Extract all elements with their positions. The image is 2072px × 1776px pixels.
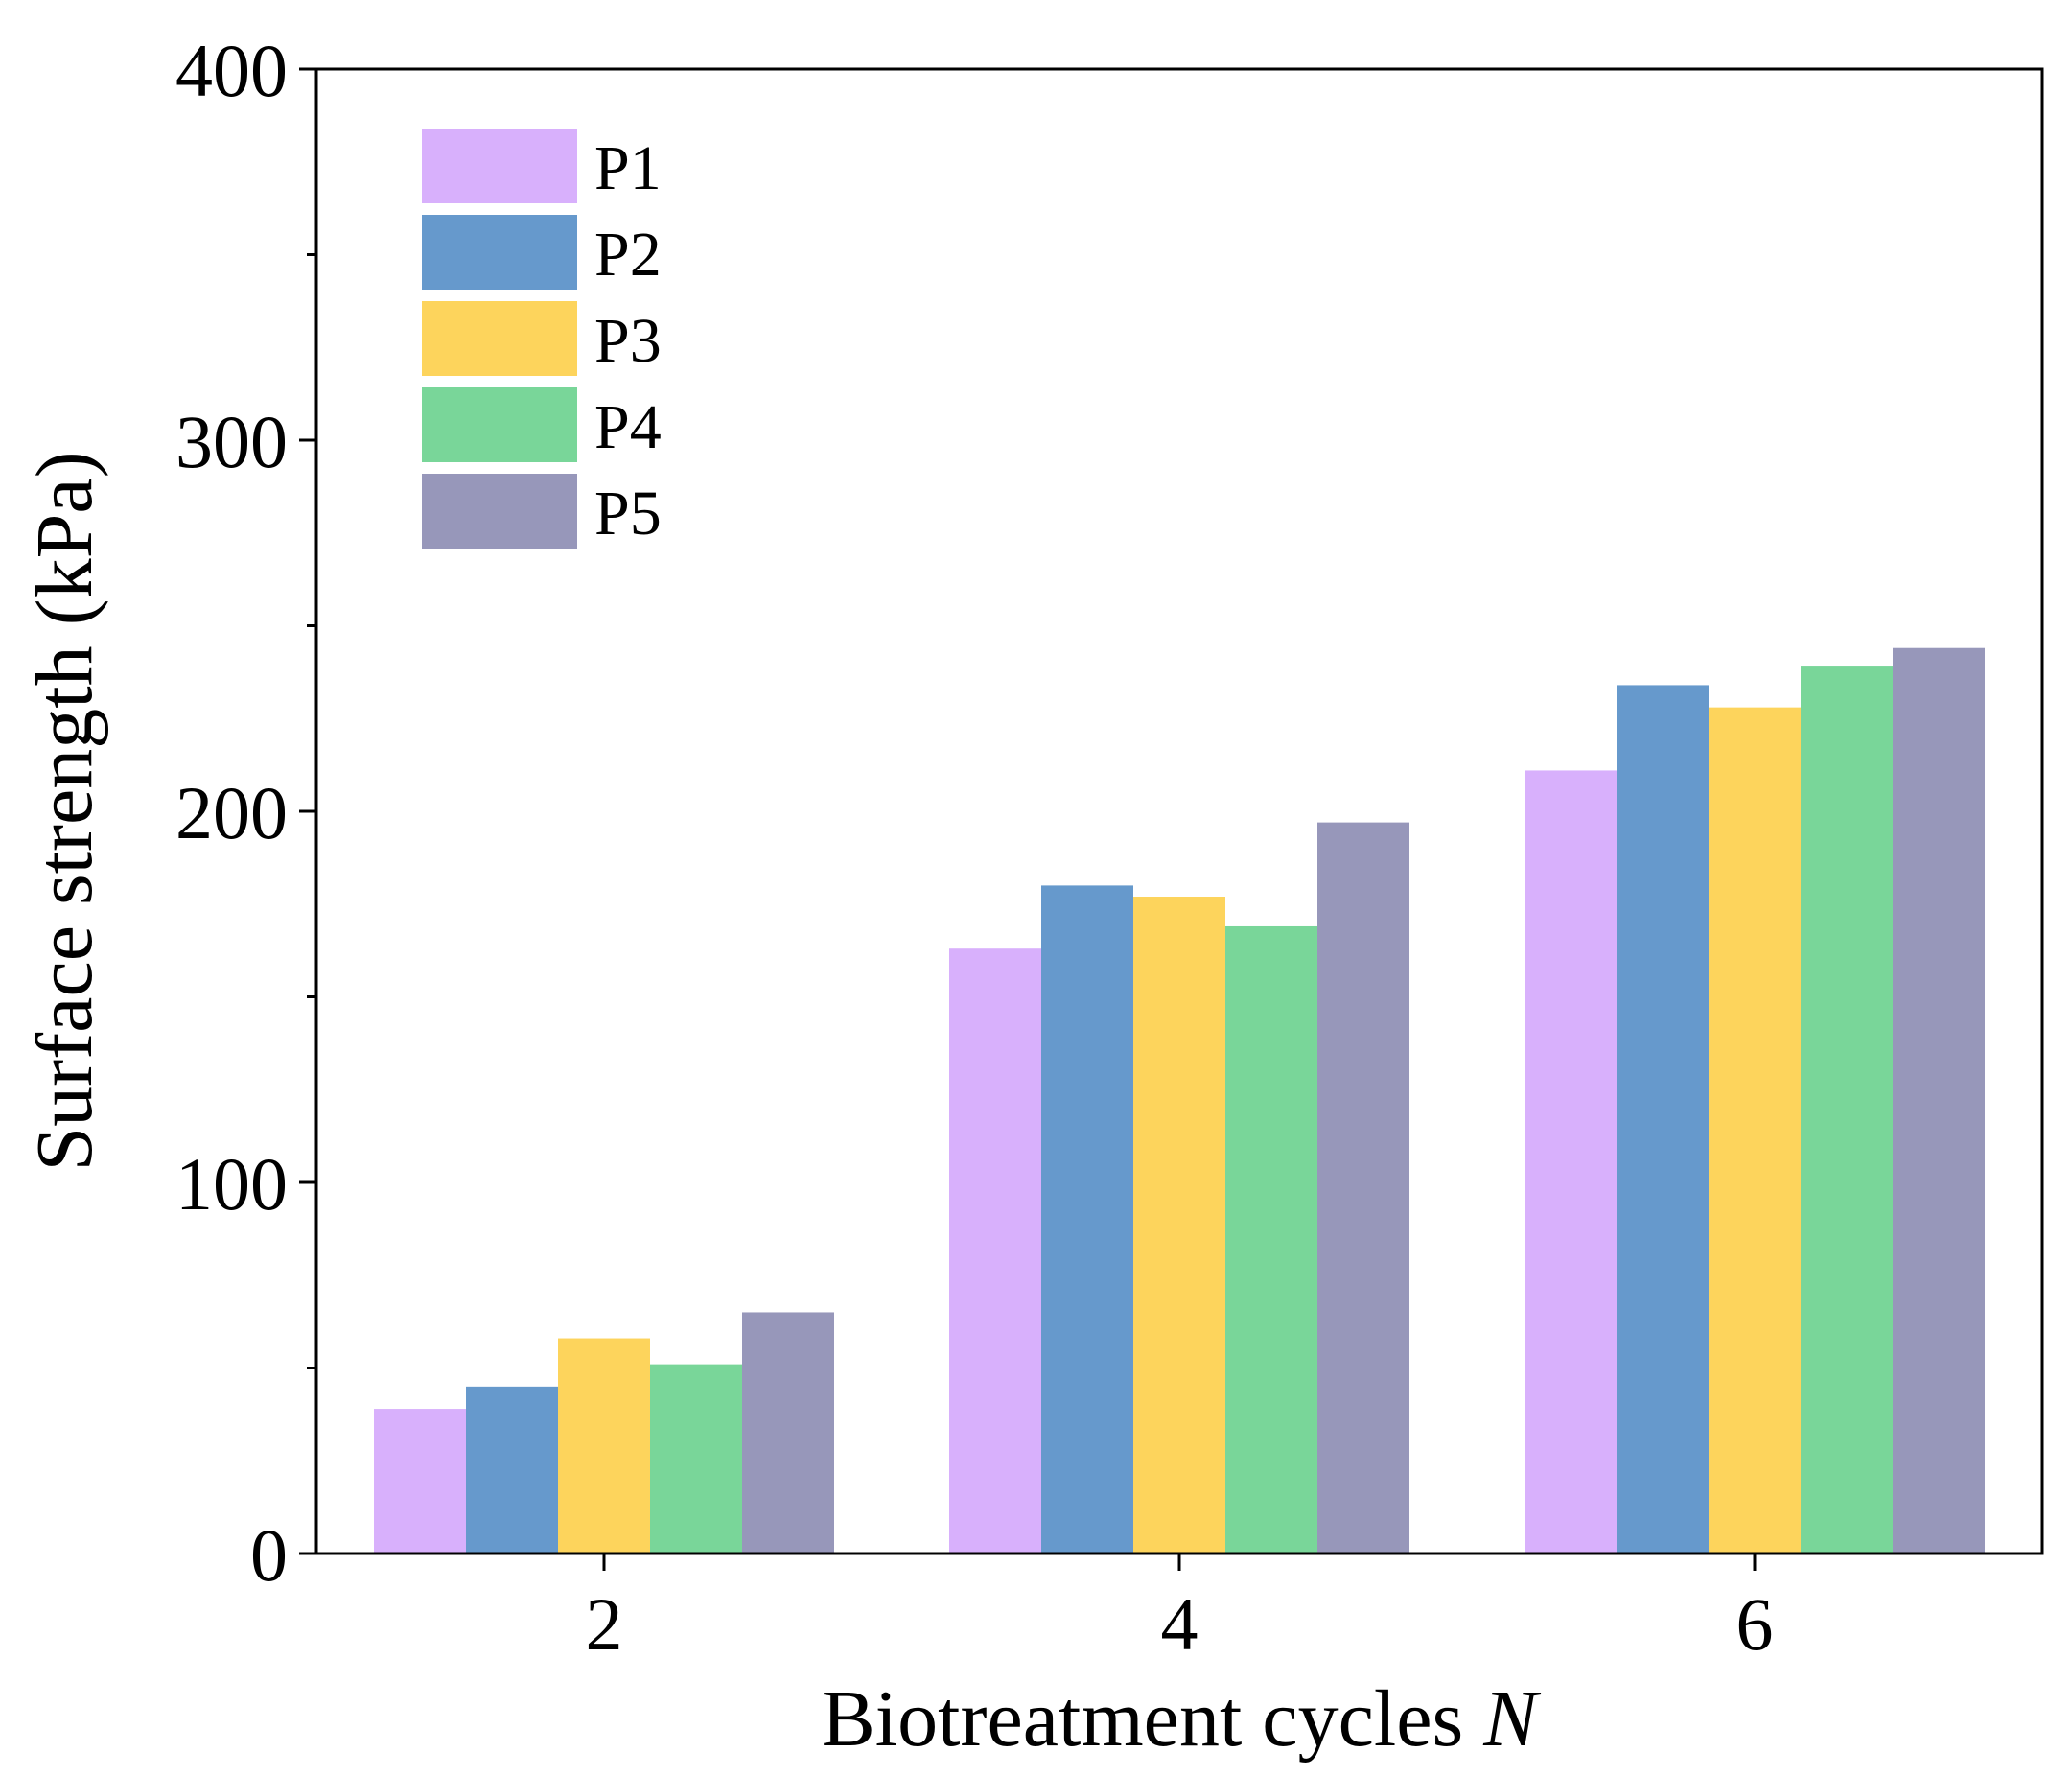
bar-p2-n6	[1617, 685, 1709, 1554]
legend-swatch-p1	[422, 129, 577, 203]
legend-swatch-p2	[422, 215, 577, 290]
legend-swatch-p3	[422, 301, 577, 376]
legend-label-p3: P3	[594, 306, 662, 376]
legend-label-p1: P1	[594, 133, 662, 203]
bar-p4-n6	[1801, 666, 1893, 1554]
bars-layer	[374, 647, 1985, 1554]
axis-labels: Biotreatment cycles N Surface strength (k…	[20, 451, 1541, 1764]
legend-label-p5: P5	[594, 479, 662, 549]
legend: P1 P2 P3 P4 P5	[422, 129, 662, 549]
bar-p1-n2	[374, 1409, 466, 1554]
bar-p5-n2	[742, 1312, 834, 1554]
legend-swatch-p4	[422, 387, 577, 462]
legend-label-p4: P4	[594, 392, 662, 462]
bar-p5-n6	[1893, 647, 1985, 1554]
axes-layer: 0 100 200 300 400 2 4 6	[175, 29, 2044, 1666]
legend-swatch-p5	[422, 474, 577, 549]
y-tick-label: 100	[175, 1142, 288, 1226]
bar-p1-n4	[949, 948, 1041, 1554]
bar-p4-n4	[1225, 925, 1317, 1554]
bar-p5-n4	[1317, 822, 1409, 1554]
y-axis-title: Surface strength (kPa)	[20, 451, 109, 1171]
bar-p2-n2	[466, 1386, 558, 1554]
bar-p2-n4	[1041, 885, 1133, 1554]
bar-p3-n2	[558, 1338, 650, 1554]
x-tick-label: 6	[1736, 1582, 1774, 1666]
y-tick-label: 300	[175, 400, 288, 483]
legend-label-p2: P2	[594, 220, 662, 290]
bar-p4-n2	[650, 1364, 742, 1554]
y-tick-label: 400	[175, 29, 288, 112]
y-tick-label: 200	[175, 771, 288, 854]
x-tick-label: 2	[586, 1582, 623, 1666]
y-tick-label: 0	[250, 1513, 288, 1597]
bar-p1-n6	[1525, 770, 1617, 1554]
bar-p3-n4	[1133, 897, 1225, 1554]
bar-p3-n6	[1709, 707, 1801, 1554]
x-tick-label: 4	[1161, 1582, 1199, 1666]
x-axis-title: Biotreatment cycles N	[822, 1674, 1541, 1764]
